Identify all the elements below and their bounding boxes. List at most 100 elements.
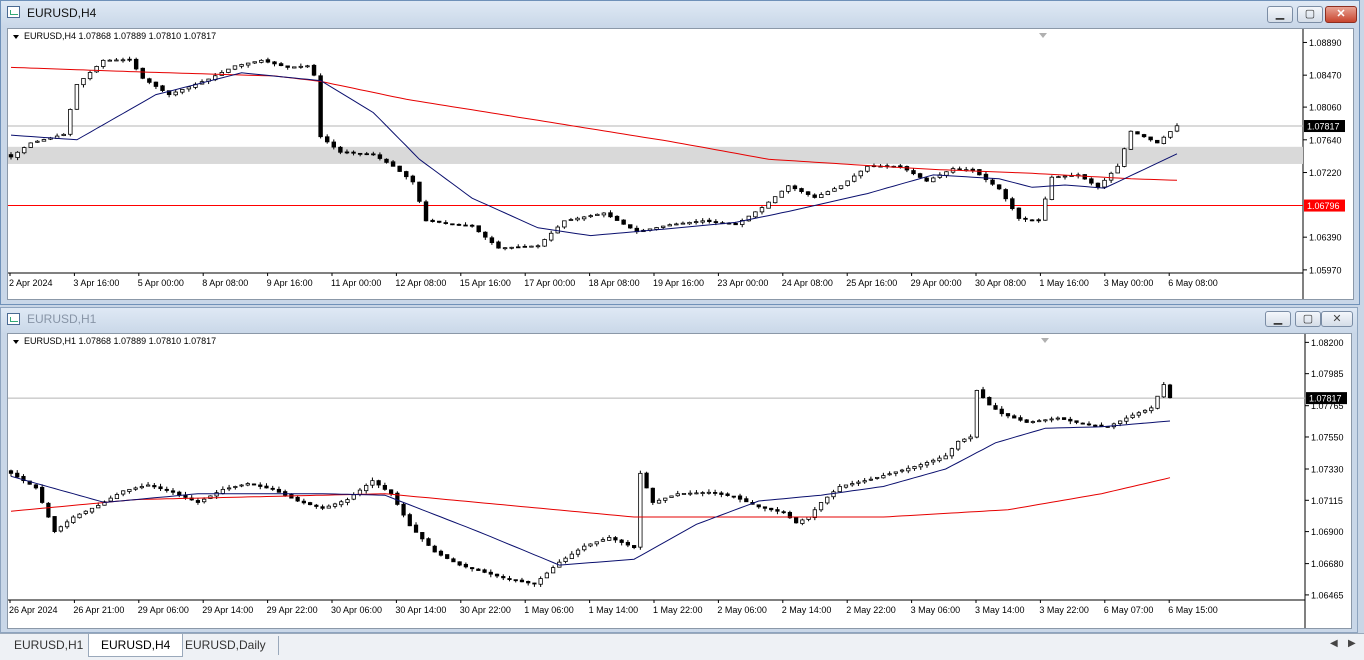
candle-body: [494, 573, 500, 577]
candle-body: [906, 467, 911, 472]
candle-body: [127, 58, 132, 61]
tab-eurusd-daily[interactable]: EURUSD,Daily: [173, 636, 279, 655]
candle-body: [233, 486, 238, 488]
y-tick-label: 1.06900: [1311, 527, 1344, 537]
h1-title-bar[interactable]: EURUSD,H1 ▁ ▢ ✕: [1, 308, 1357, 330]
candle-body: [377, 154, 383, 159]
candle-body: [259, 59, 264, 63]
candle-body: [252, 61, 257, 64]
candle-body: [862, 480, 867, 483]
candle-body: [451, 558, 456, 563]
h4-level-price-tag-bg: [1304, 199, 1345, 212]
h4-title-bar[interactable]: EURUSD,H4 ▁ ▢ ✕: [1, 1, 1359, 25]
candle-body: [463, 563, 468, 568]
h4-chart-window[interactable]: EURUSD,H4 ▁ ▢ ✕ 1.08890 1.08470 1.08060 1.0…: [0, 0, 1360, 305]
candle-body: [21, 475, 26, 482]
chart-menu-icon: [13, 340, 19, 344]
candle-body: [621, 219, 626, 225]
candle-body: [81, 78, 86, 86]
h4-zone-rect: [8, 146, 1303, 164]
y-tick-label: 1.07640: [1309, 135, 1342, 145]
minimize-button[interactable]: ▁: [1265, 311, 1291, 327]
candle-body: [417, 181, 422, 202]
candle-body: [1068, 418, 1073, 422]
candle-body: [588, 543, 593, 547]
h4-window-title: EURUSD,H4: [27, 6, 97, 20]
candle-body: [8, 470, 14, 474]
candle-body: [502, 247, 508, 250]
x-tick-label: 2 May 22:00: [846, 605, 896, 615]
chart-window-icon: [7, 313, 20, 325]
candle-body: [35, 140, 40, 143]
h4-chart-area[interactable]: 1.08890 1.08470 1.08060 1.07640 1.07220 1.063…: [7, 28, 1354, 300]
tab-eurusd-h4[interactable]: EURUSD,H4: [88, 634, 184, 657]
candle-body: [423, 201, 429, 222]
candle-body: [28, 142, 33, 148]
candle-body: [496, 241, 501, 249]
y-tick-label: 1.08470: [1309, 71, 1342, 81]
candle-body: [140, 67, 145, 79]
candle-body: [700, 220, 705, 223]
candle-body: [993, 405, 998, 410]
candle-body: [33, 484, 39, 489]
candle-body: [680, 222, 686, 225]
candle-body: [569, 553, 574, 559]
close-button[interactable]: ✕: [1321, 311, 1353, 327]
h1-chart-area[interactable]: 1.08200 1.07985 1.07765 1.07550 1.07330 1.071…: [7, 333, 1352, 629]
tab-eurusd-h1[interactable]: EURUSD,H1: [2, 636, 97, 655]
scroll-left-icon[interactable]: ◀: [1330, 638, 1338, 649]
h1-chart-window[interactable]: EURUSD,H1 ▁ ▢ ✕ 1.08200 1.07985 1.07765 1.0…: [0, 307, 1358, 633]
candle-body: [980, 389, 986, 399]
candle-body: [239, 484, 244, 487]
candle-body: [744, 498, 749, 503]
x-tick-label: 6 May 07:00: [1104, 605, 1154, 615]
candle-body: [147, 78, 152, 83]
h1-chart-svg[interactable]: 1.08200 1.07985 1.07765 1.07550 1.07330 1.071…: [8, 334, 1351, 628]
close-button[interactable]: ✕: [1325, 6, 1357, 23]
y-tick-label: 1.07220: [1309, 168, 1342, 178]
candle-body: [158, 486, 163, 490]
candle-body: [382, 484, 387, 490]
candle-body: [1118, 420, 1123, 424]
candle-body: [320, 506, 325, 509]
y-tick-label: 1.07550: [1311, 432, 1344, 442]
maximize-button[interactable]: ▢: [1295, 311, 1321, 327]
h4-chart-svg[interactable]: 1.08890 1.08470 1.08060 1.07640 1.07220 1.063…: [8, 29, 1353, 299]
candle-body: [733, 222, 738, 226]
candle-body: [488, 571, 493, 575]
candle-body: [516, 246, 521, 249]
candle-body: [974, 390, 979, 438]
candle-body: [404, 171, 409, 178]
chart-shift-icon: [1041, 338, 1049, 343]
candle-body: [71, 516, 76, 523]
maximize-button[interactable]: ▢: [1297, 6, 1323, 23]
y-tick-label: 1.08890: [1309, 38, 1342, 48]
chart-shift-icon: [1039, 33, 1047, 38]
candle-body: [999, 408, 1004, 415]
candle-body: [239, 64, 244, 67]
candle-body: [875, 476, 880, 479]
candle-body: [463, 224, 468, 227]
candle-body: [489, 237, 495, 244]
candle-body: [338, 146, 343, 153]
candle-body: [694, 492, 699, 495]
minimize-button[interactable]: ▁: [1267, 6, 1293, 23]
candle-body: [127, 488, 132, 492]
candle-body: [501, 576, 506, 579]
candle-body: [1136, 412, 1141, 416]
candle-body: [476, 225, 481, 233]
candle-body: [513, 579, 518, 582]
candle-body: [166, 90, 172, 96]
candle-body: [384, 158, 389, 163]
candle-body: [805, 191, 811, 195]
candle-body: [669, 495, 674, 498]
candle-body: [114, 59, 119, 62]
candle-body: [931, 459, 936, 463]
candle-body: [522, 245, 528, 248]
candle-body: [1003, 189, 1008, 200]
candle-body: [407, 514, 412, 527]
scroll-right-icon[interactable]: ▶: [1348, 638, 1356, 649]
candle-body: [917, 173, 923, 178]
candle-body: [364, 484, 369, 492]
chart-window-icon: [7, 6, 20, 18]
